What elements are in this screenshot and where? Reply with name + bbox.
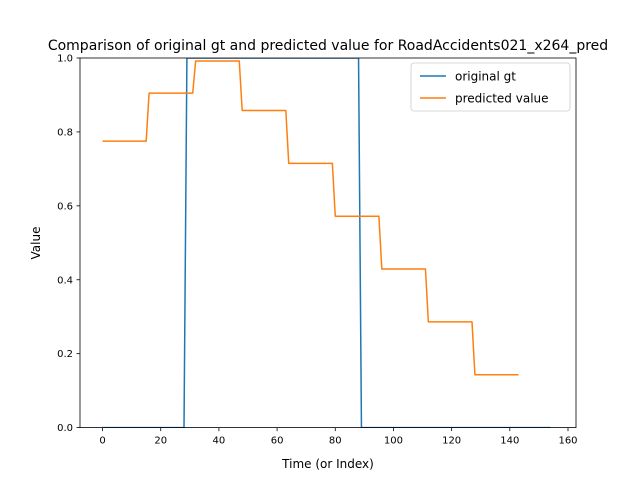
x-axis-label: Time (or Index) [281,457,374,471]
y-tick-label: 0.8 [57,127,73,138]
x-tick-label: 0 [99,436,105,447]
y-axis-label: Value [29,227,43,260]
axes: 0 20 40 60 80 100 120 140 160 0.0 0.2 0.4 0.6 0.8 1.0 [57,54,577,447]
y-tick-label: 1.0 [57,54,73,65]
legend-box [410,62,571,112]
y-tick-label: 0.6 [57,201,73,212]
plot-frame [79,57,577,429]
series-line-predicted-value [102,60,519,376]
y-tick-label: 0.2 [57,349,73,360]
x-tick-label: 60 [271,436,284,447]
x-tick-label: 20 [154,436,167,447]
legend-label-original-gt: original gt [455,70,516,84]
x-tick-label: 160 [558,436,577,447]
y-tick-label: 0.4 [57,275,73,286]
legend: original gt predicted value [410,62,571,112]
legend-label-predicted-value: predicted value [455,92,549,106]
y-tick-label: 0.0 [57,423,73,434]
x-tick-label: 80 [329,436,342,447]
x-tick-label: 120 [442,436,461,447]
x-tick-label: 40 [213,436,226,447]
x-tick-label: 100 [384,436,403,447]
chart-title: Comparison of original gt and predicted … [48,38,608,54]
x-tick-label: 140 [500,436,519,447]
